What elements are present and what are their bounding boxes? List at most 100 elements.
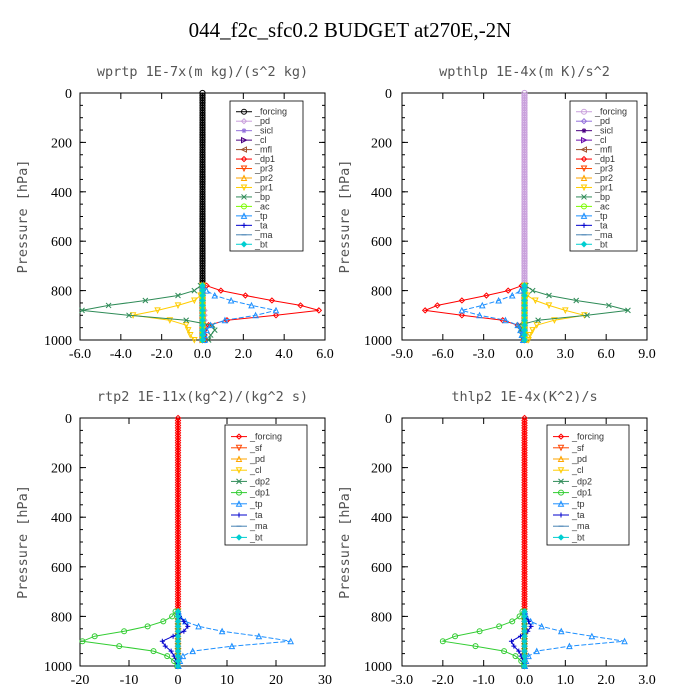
data-point	[439, 638, 446, 645]
legend-swatch-marker	[240, 146, 247, 153]
series-line	[178, 610, 291, 667]
legend-swatch-marker	[557, 467, 565, 474]
data-point	[191, 337, 198, 344]
legend-swatch-marker	[240, 212, 248, 219]
legend-swatch-marker	[580, 184, 588, 192]
legend-label: _pr3	[254, 164, 273, 174]
legend-swatch-marker	[581, 194, 587, 200]
legend-label: _forcing	[249, 432, 282, 442]
series-bt	[199, 282, 206, 344]
legend-swatch-marker	[240, 241, 248, 248]
legend-swatch-marker	[240, 184, 248, 192]
legend-label: _ta	[249, 510, 263, 520]
legend-label: _pd	[594, 116, 610, 126]
legend-swatch-marker	[235, 444, 243, 452]
legend-label: _sf	[571, 443, 585, 453]
y-tick-label: 400	[371, 511, 392, 526]
legend-label: _sicl	[254, 126, 273, 136]
legend-swatch-marker	[240, 165, 248, 173]
data-point	[159, 638, 165, 644]
legend-label: _sf	[249, 443, 263, 453]
data-point	[179, 652, 187, 660]
series-line	[202, 285, 320, 340]
data-point	[625, 307, 631, 314]
data-point	[218, 627, 226, 635]
legend-swatch-marker	[241, 222, 247, 228]
x-tick-label: -2.0	[432, 673, 454, 688]
legend-swatch-marker	[580, 117, 588, 125]
data-point	[144, 623, 151, 630]
legend-swatch-marker	[557, 444, 565, 452]
series-pr1	[129, 282, 206, 344]
legend-swatch-marker	[235, 467, 243, 474]
panel-title: wprtp 1E-7x(m kg)/(s^2 kg)	[97, 64, 308, 80]
data-point	[150, 648, 157, 655]
data-point	[164, 653, 171, 660]
data-point	[181, 618, 187, 624]
series-bt	[521, 608, 528, 670]
legend: _forcing_sf_pd_cl_dp2 _dp1_tp_ta_ma_bt	[224, 424, 308, 546]
legend-swatch-marker	[581, 203, 587, 210]
data-point	[182, 322, 190, 329]
data-point	[207, 332, 214, 338]
data-point	[562, 307, 569, 314]
y-axis-label: Pressure [hPa]	[337, 485, 353, 599]
data-point	[584, 312, 590, 319]
data-point	[228, 642, 236, 650]
series-dp1	[79, 608, 181, 669]
data-point	[512, 653, 519, 660]
data-point	[287, 637, 295, 645]
chart-panel-1: wprtp 1E-7x(m kg)/(s^2 kg) Pressure [hPa]…	[15, 64, 334, 362]
y-tick-label: 200	[371, 462, 392, 477]
data-point	[185, 623, 191, 629]
data-point	[508, 638, 514, 644]
chart-panel-4: thlp2 1E-4x(K^2)/s Pressure [hPa] 0 200 400 6…	[337, 389, 656, 688]
y-tick-label: 200	[51, 462, 72, 477]
legend-label: _pr2	[594, 173, 613, 183]
data-point	[533, 647, 541, 655]
data-point	[79, 307, 85, 314]
x-tick-label: -6.0	[432, 347, 454, 362]
legend-swatch-marker	[580, 212, 588, 219]
data-point	[116, 643, 123, 650]
data-point	[211, 291, 219, 299]
legend-label: _mfl	[254, 145, 272, 155]
series-tp	[175, 607, 295, 669]
legend-label: _bt	[594, 239, 608, 249]
legend-label: _sicl	[594, 126, 613, 136]
data-point	[126, 312, 132, 319]
data-point	[169, 613, 176, 620]
data-point	[533, 322, 541, 329]
x-tick-label: 3.0	[557, 347, 575, 362]
chart-panel-3: rtp2 1E-11x(kg^2)/(kg^2 s) Pressure [hPa]…	[15, 389, 332, 688]
legend-label: _dp1	[571, 488, 592, 498]
legend-label: _pd	[571, 454, 587, 464]
y-tick-label: 600	[371, 235, 392, 250]
data-point	[495, 296, 502, 304]
data-point	[535, 317, 541, 324]
data-point	[91, 633, 98, 640]
legend-label: _tp	[571, 499, 585, 509]
data-point	[478, 301, 486, 309]
data-point	[458, 312, 466, 319]
y-tick-label: 600	[51, 235, 72, 250]
data-point	[472, 643, 479, 650]
y-tick-label: 800	[51, 610, 72, 625]
data-point	[315, 307, 323, 314]
x-tick-label: -4.0	[110, 347, 132, 362]
legend-swatch-marker	[558, 512, 564, 518]
data-point	[272, 312, 280, 319]
legend-swatch-marker	[241, 203, 247, 210]
data-point	[545, 302, 553, 310]
legend-swatch-marker	[241, 136, 248, 144]
x-tick-label: 2.0	[597, 673, 615, 688]
y-axis-label: Pressure [hPa]	[337, 160, 353, 274]
legend-label: _dp2	[571, 476, 592, 486]
legend-label: _pr3	[594, 164, 613, 174]
x-tick-label: -3.0	[391, 673, 413, 688]
legend-swatch-marker	[580, 241, 588, 248]
legend: _forcing_pd_sicl_cl_mfl_dp1_pr3_pr2_pr1_…	[569, 100, 638, 252]
legend-label: _bt	[249, 532, 263, 542]
legend-swatch-marker	[580, 174, 588, 181]
